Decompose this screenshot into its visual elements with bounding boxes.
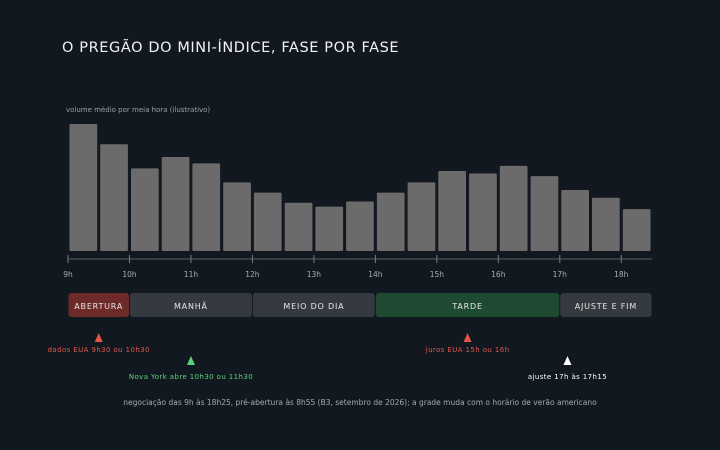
bar <box>100 144 128 251</box>
phase-label: ABERTURA <box>74 302 123 311</box>
bar <box>622 209 651 251</box>
x-tick-label: 12h <box>245 270 260 279</box>
phase-label: MANHÃ <box>174 301 208 311</box>
bar <box>438 171 466 251</box>
x-tick-label: 11h <box>184 270 199 279</box>
bar <box>131 168 159 251</box>
bar <box>192 163 221 251</box>
x-tick-label: 17h <box>553 270 568 279</box>
event-marker-triangle <box>186 356 195 365</box>
bar <box>561 190 589 251</box>
phase-label: TARDE <box>451 302 483 311</box>
y-axis-label: volume médio por meia hora (ilustrativo) <box>66 106 210 114</box>
event-label: ajuste 17h às 17h15 <box>528 373 607 381</box>
phase-block <box>252 293 375 317</box>
phase-block <box>130 293 252 317</box>
phase-block <box>375 293 560 317</box>
bar <box>223 182 251 251</box>
bar <box>376 192 405 251</box>
bar <box>161 157 190 251</box>
phase-block <box>68 293 129 317</box>
bar <box>469 173 497 251</box>
event-marker-triangle <box>563 356 572 365</box>
bar <box>253 192 282 251</box>
x-tick-label: 9h <box>63 270 73 279</box>
footnote: negociação das 9h às 18h25, pré-abertura… <box>123 398 597 407</box>
bar <box>592 197 620 251</box>
event-label: Nova York abre 10h30 ou 11h30 <box>129 373 253 381</box>
x-tick-label: 15h <box>430 270 445 279</box>
bar <box>284 202 313 251</box>
x-tick-label: 16h <box>491 270 506 279</box>
x-tick-label: 18h <box>614 270 629 279</box>
event-label: dados EUA 9h30 ou 10h30 <box>48 346 150 354</box>
bar <box>499 165 528 251</box>
x-tick-label: 10h <box>122 270 137 279</box>
bar <box>69 124 98 251</box>
x-tick-label: 14h <box>368 270 383 279</box>
phase-label: AJUSTE E FIM <box>575 302 637 311</box>
phase-label: MEIO DO DIA <box>283 302 344 311</box>
bar <box>530 176 559 251</box>
event-marker-triangle <box>463 333 472 342</box>
bar <box>407 182 436 251</box>
event-marker-triangle <box>94 333 103 342</box>
phase-block <box>560 293 652 317</box>
x-tick-label: 13h <box>307 270 322 279</box>
chart-title: O PREGÃO DO MINI-ÍNDICE, FASE POR FASE <box>62 40 400 56</box>
event-label: juros EUA 15h ou 16h <box>425 346 510 354</box>
bar <box>346 201 374 251</box>
bar <box>315 206 344 251</box>
